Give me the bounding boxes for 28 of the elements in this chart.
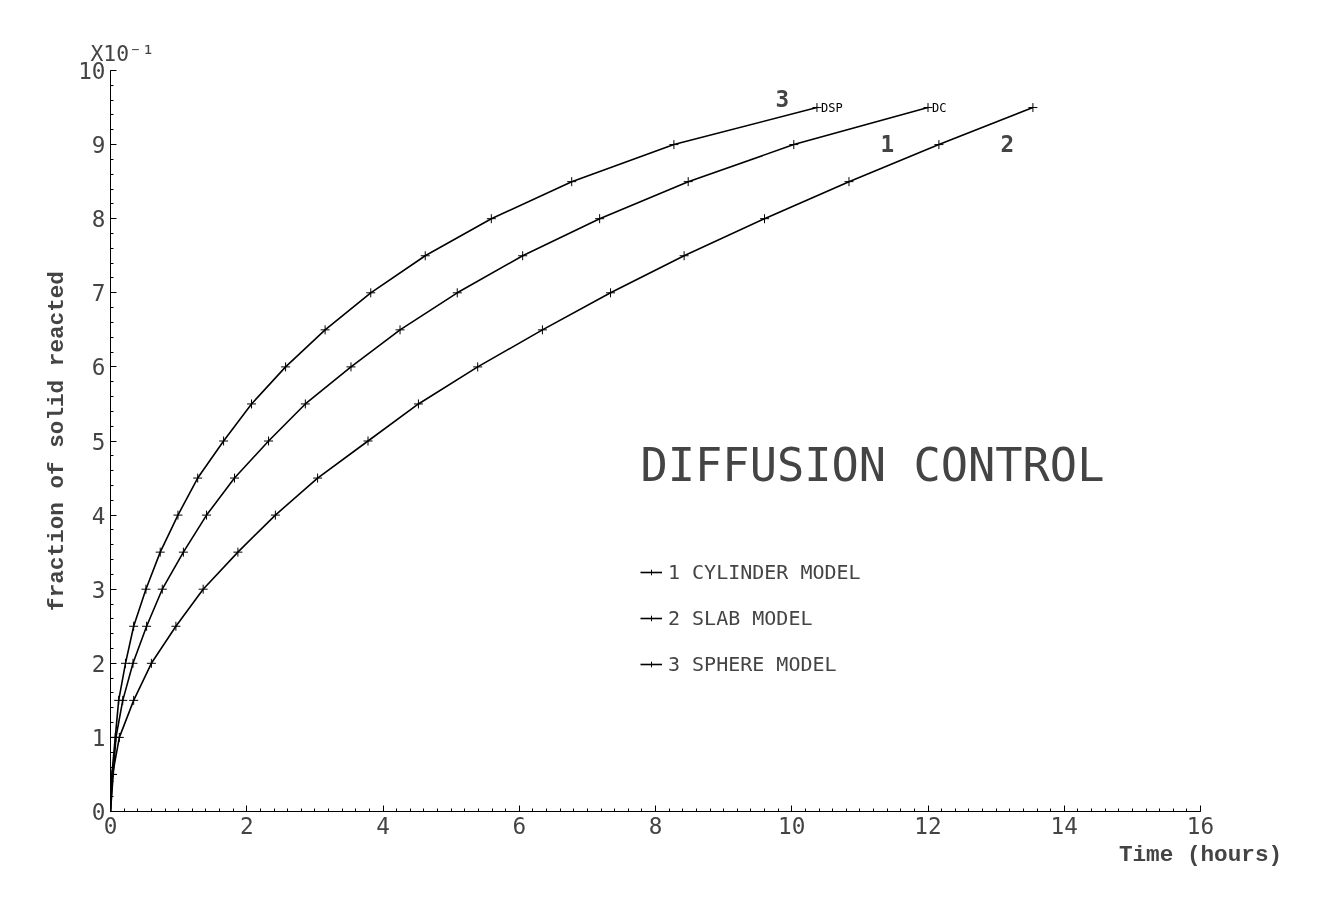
y-tick-label: 3 [91, 576, 106, 603]
x-tick-label: 10 [778, 812, 806, 839]
x-tick-label: 8 [648, 812, 663, 839]
y-tick-label: 9 [91, 132, 106, 159]
annotation: DC [932, 100, 947, 115]
y-tick-label: 7 [91, 280, 106, 307]
x-tick-label: 16 [1186, 812, 1215, 839]
x-tick-label: 2 [239, 812, 254, 839]
x-tick-label: 4 [376, 812, 390, 839]
legend-label: 1 CYLINDER MODEL [668, 560, 861, 584]
y-tick-label: 5 [91, 428, 106, 455]
y-tick-label: 2 [91, 650, 106, 677]
annotation: 1 [880, 130, 895, 157]
legend-label: 3 SPHERE MODEL [668, 652, 837, 676]
y-axis-title: fraction of solid reacted [44, 271, 71, 611]
x-tick-label: 6 [512, 812, 527, 839]
y-tick-label: 4 [91, 502, 106, 529]
annotation: 2 [1000, 130, 1015, 157]
x-tick-label: 14 [1050, 812, 1078, 839]
y-tick-label: 8 [91, 206, 106, 233]
annotation: DSP [820, 100, 843, 115]
x-tick-label: 12 [914, 812, 942, 839]
y-tick-label: 1 [91, 724, 106, 751]
text: DIFFUSION CONTROL [640, 438, 1105, 492]
y-tick-label: 6 [91, 354, 106, 381]
x-axis-title: Time (hours) [1118, 841, 1283, 868]
legend-label: 2 SLAB MODEL [668, 606, 813, 630]
annotation: 3 [775, 85, 790, 112]
